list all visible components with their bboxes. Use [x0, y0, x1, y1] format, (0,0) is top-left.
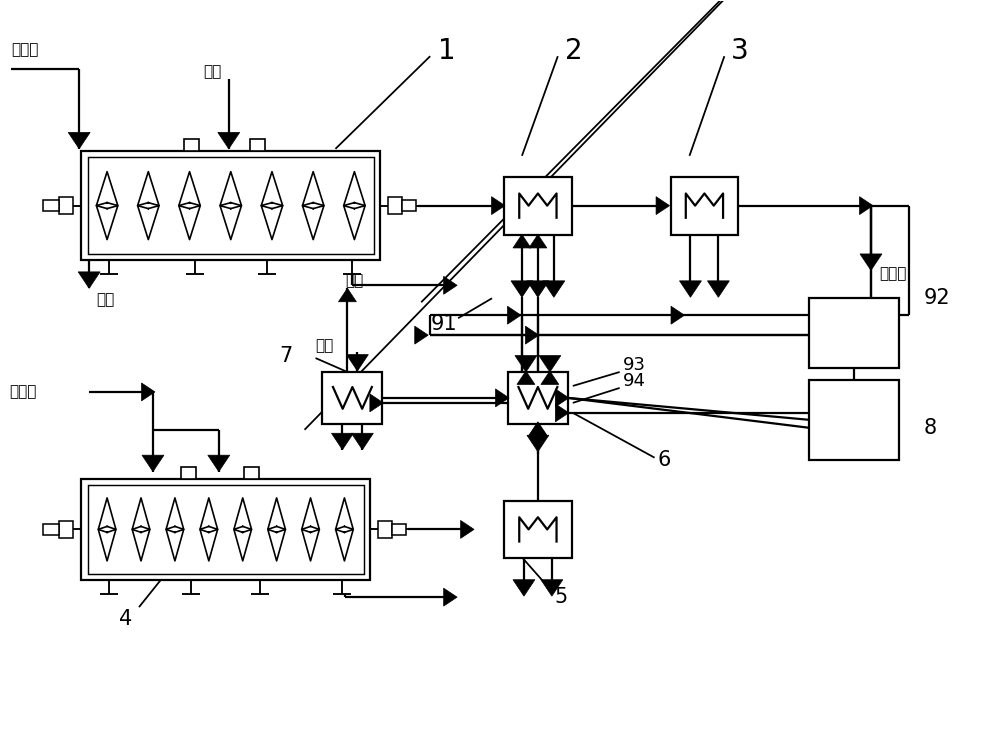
Polygon shape: [338, 289, 356, 302]
Bar: [508, 372, 568, 424]
Text: 湿污泥: 湿污泥: [9, 384, 37, 400]
Bar: [181, 467, 196, 479]
Polygon shape: [860, 254, 882, 270]
Bar: [244, 467, 259, 479]
Text: 4: 4: [119, 609, 132, 629]
Bar: [59, 197, 73, 214]
Polygon shape: [444, 276, 457, 295]
Polygon shape: [513, 235, 531, 248]
Text: 91: 91: [430, 314, 457, 334]
Text: 蔮汽: 蔮汽: [316, 338, 334, 353]
Text: 3: 3: [731, 37, 749, 65]
Polygon shape: [517, 371, 535, 385]
Bar: [184, 139, 199, 151]
Polygon shape: [68, 132, 90, 149]
Polygon shape: [370, 394, 383, 412]
Bar: [81, 151, 380, 260]
Polygon shape: [351, 433, 373, 450]
Polygon shape: [555, 389, 569, 407]
Bar: [388, 197, 402, 214]
Polygon shape: [346, 354, 368, 371]
Polygon shape: [527, 281, 549, 297]
Bar: [43, 524, 59, 535]
Polygon shape: [515, 355, 537, 372]
Bar: [81, 479, 370, 580]
Polygon shape: [218, 132, 240, 149]
Polygon shape: [707, 281, 729, 297]
Polygon shape: [541, 579, 563, 596]
Bar: [378, 521, 392, 538]
Polygon shape: [492, 197, 505, 215]
Text: 湿污泥: 湿污泥: [11, 41, 39, 57]
Bar: [88, 485, 364, 574]
Text: 5: 5: [555, 587, 568, 607]
Text: 7: 7: [279, 346, 293, 366]
Bar: [59, 521, 73, 538]
Polygon shape: [555, 404, 569, 422]
Polygon shape: [529, 422, 547, 435]
Polygon shape: [541, 371, 559, 385]
Polygon shape: [543, 281, 565, 297]
Polygon shape: [539, 355, 561, 372]
Polygon shape: [496, 389, 509, 407]
Polygon shape: [527, 435, 549, 451]
Text: 6: 6: [658, 450, 671, 470]
Bar: [43, 200, 59, 211]
Polygon shape: [529, 235, 547, 248]
Polygon shape: [141, 383, 155, 401]
Polygon shape: [671, 306, 684, 324]
Text: 93: 93: [623, 356, 646, 374]
Polygon shape: [444, 588, 457, 606]
Polygon shape: [529, 423, 547, 437]
Bar: [809, 380, 899, 460]
Text: 疏水: 疏水: [345, 273, 364, 289]
Polygon shape: [525, 326, 539, 344]
Bar: [322, 372, 382, 424]
Bar: [504, 500, 572, 558]
Polygon shape: [208, 455, 230, 471]
Text: 冷凝水: 冷凝水: [879, 266, 906, 281]
Polygon shape: [859, 197, 873, 215]
Bar: [392, 524, 406, 535]
Text: 92: 92: [924, 289, 950, 309]
Polygon shape: [331, 433, 353, 450]
Bar: [250, 139, 265, 151]
Bar: [671, 177, 738, 235]
Polygon shape: [680, 281, 701, 297]
Text: 蔮汽: 蔮汽: [203, 64, 221, 79]
Bar: [504, 177, 572, 235]
Polygon shape: [656, 197, 670, 215]
Text: 8: 8: [924, 418, 937, 438]
Bar: [88, 158, 374, 254]
Polygon shape: [511, 281, 533, 297]
Text: 疏水: 疏水: [96, 292, 114, 307]
Text: 94: 94: [623, 372, 646, 390]
Polygon shape: [415, 326, 428, 344]
Polygon shape: [78, 272, 100, 289]
Polygon shape: [513, 579, 535, 596]
Bar: [402, 200, 416, 211]
Text: 2: 2: [565, 37, 582, 65]
Polygon shape: [142, 455, 164, 471]
Polygon shape: [461, 520, 474, 539]
Bar: [809, 298, 899, 368]
Polygon shape: [507, 306, 521, 324]
Text: 1: 1: [438, 37, 456, 65]
